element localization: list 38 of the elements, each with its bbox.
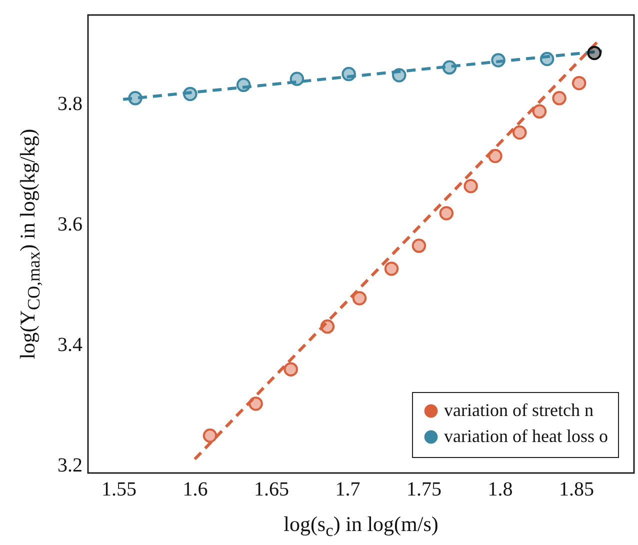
x-tick-label: 1.6 [182,478,208,500]
point [342,66,356,82]
legend-label: variation of stretch n [444,400,594,420]
point [464,179,478,194]
point [352,291,367,306]
x-axis-title: log(s$_{c}$) in log(m/s) [282,512,440,542]
x-tick-label: 1.55 [102,478,137,500]
point [532,104,547,119]
point [183,86,198,102]
x-tick-label: 1.75 [406,478,442,500]
x-tick-label: 1.85 [559,478,594,500]
point [284,362,298,376]
point [320,319,335,334]
x-tick-label: 1.8 [488,478,513,500]
y-tick-label: 3.6 [58,214,82,236]
point [540,52,554,66]
point [384,262,399,276]
point [587,46,602,60]
point [128,91,142,106]
point [488,148,502,164]
point [552,91,566,106]
x-tick-label: 1.65 [254,478,290,500]
legend-label: variation of heat loss o [444,426,608,446]
y-tick-label: 3.4 [58,334,82,356]
x-tick-label: 1.7 [335,478,360,500]
point [202,428,218,443]
y-tick-label: 3.8 [58,93,82,116]
point [248,396,263,411]
y-tick-label: 3.2 [58,454,82,477]
point [491,53,506,68]
point [439,206,454,220]
point [290,72,304,86]
point [392,68,406,82]
point [572,76,586,90]
point [412,238,426,253]
point [512,125,527,140]
point [442,60,457,75]
point [236,78,251,92]
